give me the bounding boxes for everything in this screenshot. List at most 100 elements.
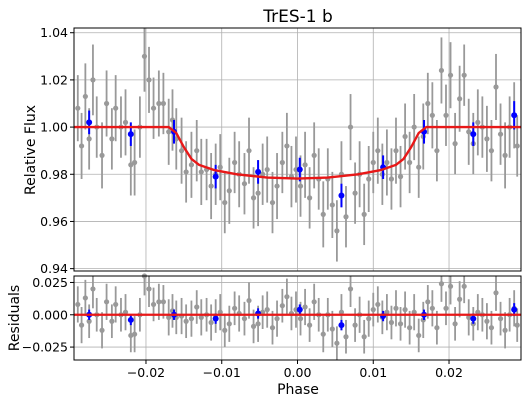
raw-point [82, 93, 88, 100]
raw-point [461, 72, 467, 78]
binned-point [296, 306, 303, 313]
raw-point [334, 228, 340, 234]
raw-point [284, 143, 290, 149]
raw-point [352, 190, 358, 196]
raw-point [493, 290, 499, 296]
raw-point [241, 181, 248, 187]
raw-point [375, 301, 381, 308]
x-tick-label: 0.02 [435, 365, 463, 380]
raw-point [393, 305, 399, 311]
raw-point [156, 100, 162, 107]
raw-point [375, 148, 381, 154]
raw-point [128, 162, 134, 168]
y-tick-label: 0.000 [32, 307, 68, 322]
raw-point [411, 309, 417, 315]
raw-point [109, 318, 115, 324]
raw-point [188, 162, 195, 168]
raw-point [232, 305, 238, 311]
raw-point [384, 309, 390, 315]
raw-point [226, 188, 232, 194]
raw-point [397, 174, 404, 180]
raw-point [307, 322, 313, 328]
binned-point [212, 315, 219, 322]
raw-point [452, 321, 458, 327]
raw-point [347, 286, 354, 292]
raw-point [338, 309, 345, 315]
residuals-y-label: Residuals [7, 285, 23, 351]
raw-point [488, 325, 495, 331]
y-tick-label: 1.02 [40, 72, 68, 87]
raw-point [166, 314, 172, 320]
raw-point [198, 169, 204, 175]
raw-point [484, 318, 490, 324]
raw-point [264, 166, 270, 173]
raw-point [388, 319, 395, 326]
raw-point [222, 199, 228, 206]
raw-point [156, 299, 162, 305]
raw-point [302, 162, 308, 168]
raw-point [402, 307, 408, 313]
raw-point [434, 325, 440, 331]
raw-point [297, 183, 304, 189]
x-tick-label: 0.00 [284, 365, 312, 380]
flux-y-label: Relative Flux [23, 105, 39, 195]
raw-point [217, 309, 223, 315]
raw-point [208, 319, 214, 326]
raw-point [141, 53, 148, 59]
raw-point [78, 322, 85, 328]
raw-point [343, 214, 349, 220]
chart-title: TrES-1 b [262, 7, 333, 27]
y-tick-label: 0.025 [32, 275, 68, 290]
y-tick-label: −0.025 [22, 340, 68, 355]
raw-point [370, 307, 376, 313]
raw-point [320, 211, 326, 217]
raw-point [166, 129, 172, 135]
flux-binned-points [86, 101, 518, 208]
binned-point [86, 119, 93, 126]
raw-point [407, 325, 413, 331]
raw-point [279, 303, 285, 309]
flux-grid [74, 28, 521, 271]
raw-point [217, 164, 223, 170]
raw-point [250, 195, 257, 201]
raw-point [178, 148, 185, 154]
phase-x-label: Phase [277, 382, 319, 398]
raw-point [384, 159, 390, 166]
raw-point [388, 176, 395, 182]
raw-point [429, 305, 435, 311]
raw-point [194, 148, 200, 154]
raw-point [113, 301, 119, 308]
raw-point [208, 183, 214, 189]
residuals-grid [74, 276, 521, 360]
raw-point [475, 119, 481, 125]
raw-point [269, 325, 276, 331]
binned-point [127, 316, 134, 323]
raw-point [75, 301, 81, 308]
binned-point [338, 192, 345, 199]
raw-point [183, 169, 189, 175]
raw-point [260, 309, 266, 315]
raw-point [438, 281, 445, 287]
raw-point [466, 129, 472, 135]
binned-point [255, 168, 262, 175]
raw-point [416, 332, 422, 339]
raw-point [361, 211, 367, 217]
raw-point [407, 159, 413, 166]
raw-point [90, 286, 96, 292]
raw-point [183, 318, 189, 324]
raw-point [146, 286, 152, 292]
y-tick-label: 0.94 [40, 261, 68, 276]
raw-point [297, 316, 304, 322]
raw-point [302, 304, 308, 310]
raw-point [307, 195, 313, 201]
raw-point [361, 334, 367, 340]
residuals-raw-points [75, 273, 520, 360]
flux-y-ticks: 0.94 0.96 0.98 1.00 1.02 1.04 [40, 25, 74, 276]
raw-point [150, 105, 157, 111]
y-tick-label: 0.98 [40, 167, 68, 182]
x-tick-label: 0.01 [359, 365, 387, 380]
raw-point [222, 327, 228, 333]
transit-model-curve [74, 125, 521, 180]
raw-point [429, 112, 435, 118]
raw-point [264, 307, 270, 313]
